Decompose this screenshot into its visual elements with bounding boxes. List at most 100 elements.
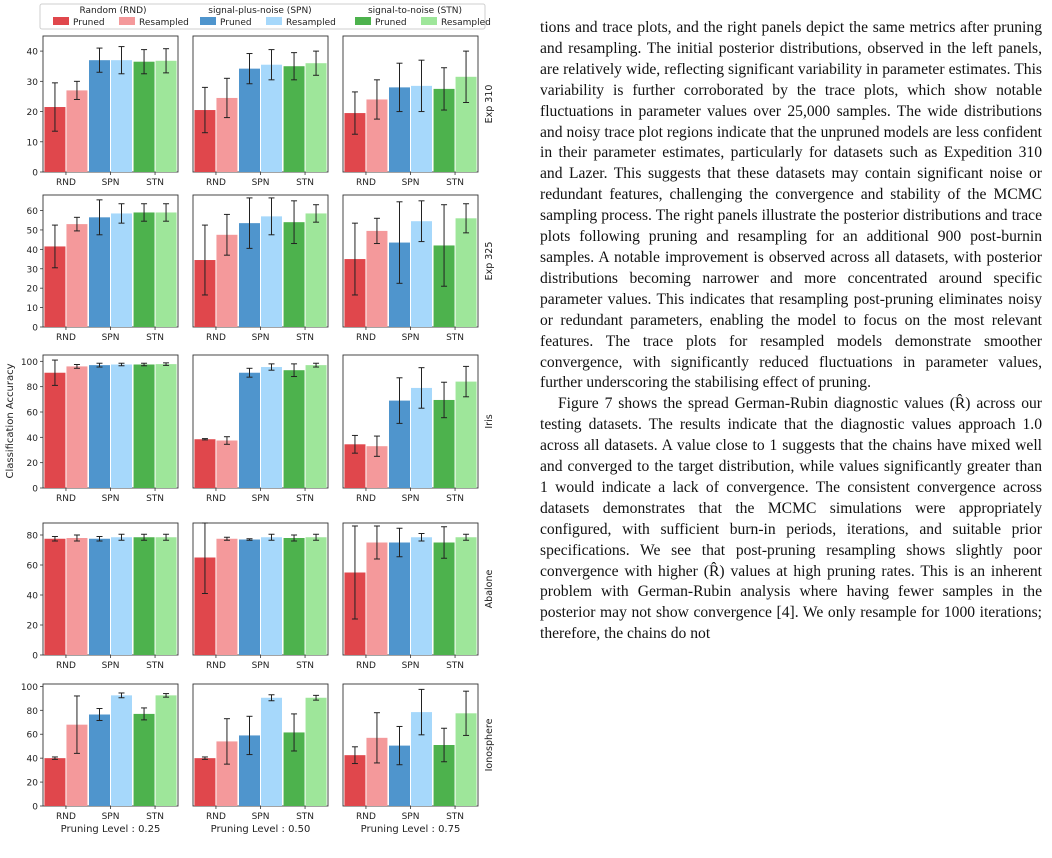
- bar-stn-resampled: [305, 365, 327, 488]
- legend-entry-label: Resampled: [286, 18, 336, 28]
- bar-stn-pruned: [283, 370, 305, 488]
- legend-swatch: [355, 17, 371, 25]
- bar-rnd-pruned: [194, 439, 216, 488]
- bar-stn-resampled: [455, 537, 477, 655]
- bar-spn-pruned: [89, 60, 110, 172]
- x-tick-label: SPN: [102, 494, 120, 504]
- bar-rnd-resampled: [216, 97, 238, 172]
- bar-spn-pruned: [239, 372, 260, 488]
- bar-spn-resampled: [411, 387, 432, 488]
- bar-stn-resampled: [155, 537, 177, 655]
- bar-stn-pruned: [283, 732, 305, 806]
- y-tick-label: 60: [27, 562, 39, 572]
- bar-stn-pruned: [433, 542, 455, 655]
- x-tick-label: RND: [206, 661, 226, 671]
- y-tick-label: 0: [32, 652, 38, 662]
- legend-entry-label: Pruned: [73, 18, 105, 28]
- x-tick-label: STN: [446, 178, 464, 188]
- x-tick-label: STN: [146, 333, 164, 343]
- bar-stn-resampled: [155, 60, 177, 172]
- y-tick-label: 40: [27, 246, 39, 256]
- bar-rnd-pruned: [44, 758, 66, 806]
- x-tick-label: SPN: [102, 178, 120, 188]
- row-label: Exp 325: [484, 242, 495, 281]
- legend-group-title: signal-to-noise (STN): [368, 6, 462, 16]
- bar-stn-pruned: [433, 745, 455, 806]
- bar-spn-resampled: [411, 537, 432, 655]
- bar-rnd-resampled: [216, 538, 238, 655]
- x-tick-label: SPN: [252, 333, 270, 343]
- bar-stn-resampled: [155, 364, 177, 488]
- y-tick-label: 40: [27, 755, 39, 765]
- y-tick-label: 60: [27, 207, 39, 217]
- bar-spn-resampled: [411, 221, 432, 327]
- y-tick-label: 20: [27, 779, 39, 789]
- x-tick-label: SPN: [252, 178, 270, 188]
- figure-accuracy-grid: Random (RND) Pruned Resampled signal-plus-n…: [0, 0, 520, 858]
- bar-spn-resampled: [111, 537, 132, 655]
- bar-stn-pruned: [133, 61, 155, 172]
- x-tick-label: SPN: [402, 661, 420, 671]
- bar-rnd-resampled: [366, 542, 388, 655]
- bar-stn-resampled: [305, 63, 327, 173]
- y-tick-label: 30: [27, 78, 39, 88]
- legend-entry-label: Resampled: [139, 18, 189, 28]
- bar-rnd-pruned: [344, 755, 366, 806]
- x-tick-label: STN: [146, 661, 164, 671]
- bar-spn-resampled: [261, 216, 282, 327]
- paragraph-gelman-rubin: Figure 7 shows the spread German-Rubin d…: [540, 395, 1042, 643]
- x-tick-label: SPN: [252, 661, 270, 671]
- y-tick-label: 0: [32, 324, 38, 334]
- x-tick-label: SPN: [252, 494, 270, 504]
- bar-chart-grid: Random (RND) Pruned Resampled signal-plus-n…: [5, 3, 495, 835]
- bar-rnd-resampled: [66, 538, 88, 655]
- row-label: Exp 310: [484, 85, 495, 124]
- bar-rnd-pruned: [44, 538, 66, 655]
- bar-stn-pruned: [433, 399, 455, 488]
- y-tick-label: 0: [32, 803, 38, 813]
- bar-stn-pruned: [433, 88, 455, 172]
- x-tick-label: RND: [356, 333, 376, 343]
- x-tick-label: SPN: [402, 812, 420, 822]
- y-tick-label: 20: [27, 622, 39, 632]
- x-tick-label: RND: [356, 178, 376, 188]
- y-tick-label: 40: [27, 48, 39, 58]
- bar-rnd-pruned: [344, 113, 366, 172]
- x-tick-label: RND: [356, 494, 376, 504]
- x-tick-label: SPN: [402, 333, 420, 343]
- bar-stn-resampled: [155, 212, 177, 327]
- bar-rnd-pruned: [344, 444, 366, 488]
- y-tick-label: 40: [27, 592, 39, 602]
- bar-stn-pruned: [283, 538, 305, 655]
- y-tick-label: 60: [27, 409, 39, 419]
- x-tick-label: RND: [56, 812, 76, 822]
- bar-spn-pruned: [389, 400, 410, 488]
- bar-stn-resampled: [455, 713, 477, 806]
- y-tick-label: 10: [27, 304, 39, 314]
- bar-spn-resampled: [411, 712, 432, 806]
- x-tick-label: SPN: [402, 494, 420, 504]
- bar-spn-pruned: [89, 365, 110, 488]
- bar-spn-resampled: [261, 64, 282, 172]
- row-label: Iris: [484, 414, 495, 428]
- x-tick-label: STN: [296, 494, 314, 504]
- bar-stn-pruned: [133, 537, 155, 655]
- bar-spn-pruned: [89, 217, 110, 327]
- x-tick-label: RND: [56, 178, 76, 188]
- bar-spn-pruned: [239, 223, 260, 327]
- bar-spn-pruned: [389, 745, 410, 806]
- x-tick-label: STN: [146, 812, 164, 822]
- bar-spn-pruned: [239, 539, 260, 655]
- bar-rnd-resampled: [66, 90, 88, 172]
- bar-rnd-pruned: [194, 110, 216, 172]
- bar-spn-pruned: [89, 714, 110, 806]
- y-tick-label: 10: [27, 138, 39, 148]
- x-tick-label: STN: [296, 333, 314, 343]
- legend-swatch: [200, 17, 216, 25]
- bar-spn-resampled: [111, 60, 132, 172]
- x-tick-label: STN: [146, 494, 164, 504]
- x-tick-label: STN: [446, 661, 464, 671]
- y-tick-label: 30: [27, 265, 39, 275]
- x-tick-label: STN: [296, 661, 314, 671]
- y-tick-label: 20: [27, 108, 39, 118]
